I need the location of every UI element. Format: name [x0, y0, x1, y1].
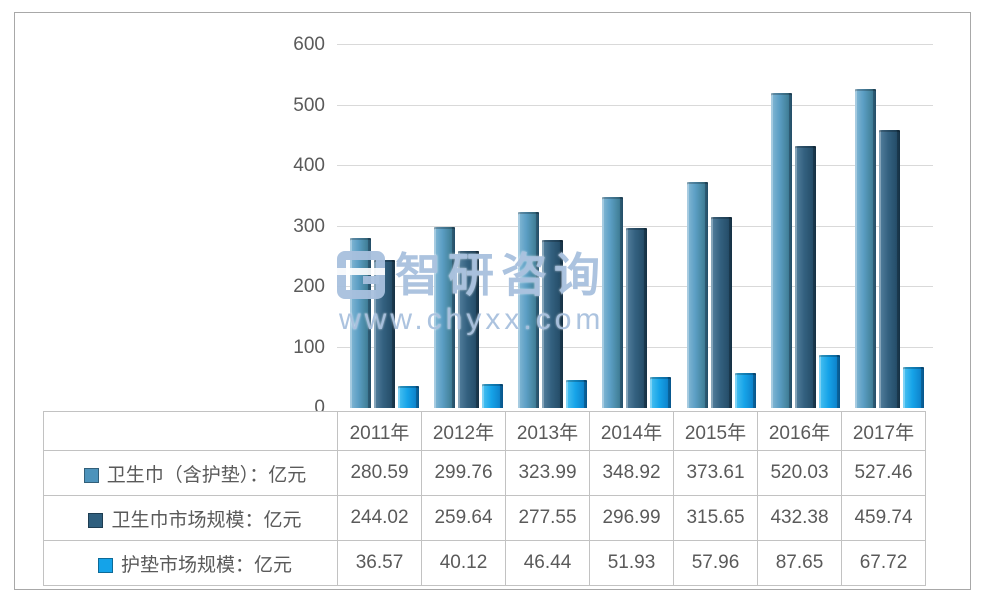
y-tick-label: 200 — [293, 276, 325, 297]
legend-swatch-icon — [97, 557, 113, 573]
value-cell: 40.12 — [421, 540, 506, 586]
value-cell: 323.99 — [505, 450, 590, 496]
legend-label: 卫生巾（含护垫）：亿元 — [106, 464, 307, 486]
data-table: 2011年 2012年 2013年 2014年 2015年 2016年 2017年 卫生巾（含… — [43, 411, 926, 586]
gridline — [337, 104, 933, 106]
y-axis: 0 100 200 300 400 500 600 — [15, 35, 325, 418]
bar-group-2013年 — [506, 45, 590, 408]
y-tick-label: 100 — [293, 336, 325, 358]
bar-series3-2014年 — [650, 376, 672, 408]
year-header-cell: 2017年 — [841, 411, 926, 451]
value-cell: 299.76 — [421, 450, 506, 496]
bar-series2-2017年 — [879, 129, 901, 408]
bar-series1-2013年 — [518, 212, 540, 408]
bar-series1-2017年 — [855, 88, 877, 408]
legend-cell-series2: 卫生巾市场规模：亿元 — [43, 495, 338, 541]
legend-label: 卫生巾市场规模：亿元 — [111, 509, 302, 531]
year-header-cell: 2011年 — [337, 411, 422, 451]
bar-group-2014年 — [590, 45, 674, 408]
bar-series3-2013年 — [566, 379, 588, 408]
value-cell: 432.38 — [757, 495, 842, 541]
bar-series1-2015年 — [686, 181, 708, 408]
bar-series1-2011年 — [349, 238, 371, 408]
bar-group-2015年 — [674, 45, 758, 408]
legend-swatch-icon — [83, 467, 99, 483]
bar-series1-2012年 — [433, 226, 455, 408]
y-tick-label: 300 — [293, 215, 325, 237]
value-cell: 87.65 — [757, 540, 842, 586]
y-tick-label: 500 — [293, 94, 325, 116]
gridline — [337, 165, 933, 166]
value-cell: 244.02 — [337, 495, 422, 541]
bar-series2-2011年 — [373, 260, 395, 408]
bar-series2-2014年 — [626, 228, 648, 408]
chart-region: 0 100 200 300 400 500 600 智研咨询 www.chyxx.com — [15, 13, 970, 418]
bar-series3-2011年 — [397, 385, 419, 408]
bar-series2-2016年 — [795, 146, 817, 408]
year-header-cell: 2012年 — [421, 411, 506, 451]
bar-group-2016年 — [758, 45, 842, 408]
table-corner-spacer — [43, 411, 338, 451]
year-header-cell: 2016年 — [757, 411, 842, 451]
y-tick-label: 600 — [293, 34, 325, 55]
bar-group-2011年 — [337, 45, 421, 408]
gridline — [337, 44, 933, 45]
year-header-cell: 2014年 — [589, 411, 674, 451]
y-tick-label: 400 — [293, 155, 325, 176]
value-cell: 348.92 — [589, 450, 674, 496]
value-cell: 51.93 — [589, 540, 674, 586]
legend-cell-series3: 护垫市场规模：亿元 — [43, 540, 338, 586]
value-cell: 277.55 — [505, 495, 590, 541]
value-cell: 315.65 — [673, 495, 758, 541]
value-cell: 280.59 — [337, 450, 422, 496]
value-cell: 373.61 — [673, 450, 758, 496]
bar-series2-2012年 — [457, 250, 479, 408]
plot-area — [337, 44, 933, 408]
legend-label: 护垫市场规模：亿元 — [120, 554, 292, 576]
year-header-row: 2011年 2012年 2013年 2014年 2015年 2016年 2017年 — [43, 411, 926, 451]
bar-group-2017年 — [843, 45, 927, 408]
gridline — [337, 225, 933, 227]
bar-series1-2016年 — [771, 93, 793, 408]
value-cell: 459.74 — [841, 495, 926, 541]
bar-series2-2013年 — [542, 240, 564, 408]
legend-swatch-icon — [88, 512, 104, 528]
y-tick-label: 0 — [314, 397, 325, 418]
bar-series3-2016年 — [819, 354, 841, 408]
value-cell: 57.96 — [673, 540, 758, 586]
value-cell: 296.99 — [589, 495, 674, 541]
year-header-cell: 2013年 — [505, 411, 590, 451]
chart-frame: 0 100 200 300 400 500 600 智研咨询 www.chyxx.com 2… — [14, 12, 971, 590]
value-cell: 520.03 — [757, 450, 842, 496]
bar-series3-2017年 — [903, 367, 925, 408]
value-cell: 46.44 — [505, 540, 590, 586]
value-cell: 67.72 — [841, 540, 926, 586]
bar-group-2012年 — [421, 45, 505, 408]
table-row-series3: 护垫市场规模：亿元 36.57 40.12 46.44 51.93 57.96 87.65 6… — [43, 540, 926, 586]
table-row-series1: 卫生巾（含护垫）：亿元 280.59 299.76 323.99 348.92 373.6… — [43, 450, 926, 496]
value-cell: 527.46 — [841, 450, 926, 496]
table-region: 2011年 2012年 2013年 2014年 2015年 2016年 2017年 卫生巾（含… — [43, 411, 926, 586]
table-row-series2: 卫生巾市场规模：亿元 244.02 259.64 277.55 296.99 315.65… — [43, 495, 926, 541]
value-cell: 259.64 — [421, 495, 506, 541]
bar-series2-2015年 — [710, 217, 732, 408]
value-cell: 36.57 — [337, 540, 422, 586]
bar-series1-2014年 — [602, 196, 624, 408]
legend-cell-series1: 卫生巾（含护垫）：亿元 — [43, 450, 338, 496]
bar-series3-2015年 — [734, 372, 756, 408]
bar-series3-2012年 — [481, 383, 503, 408]
year-header-cell: 2015年 — [673, 411, 758, 451]
